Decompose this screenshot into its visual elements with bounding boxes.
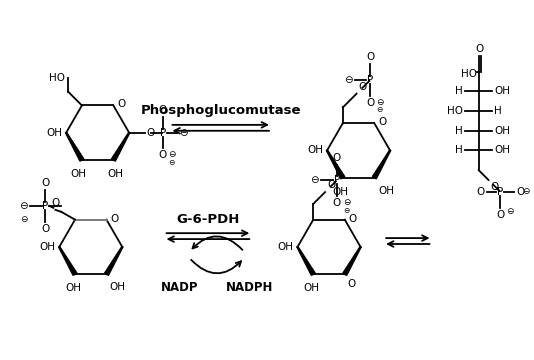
Text: OH: OH (494, 86, 511, 96)
Polygon shape (59, 247, 77, 275)
Text: O: O (378, 117, 387, 127)
Text: OH: OH (40, 242, 56, 252)
Polygon shape (105, 247, 123, 275)
Text: O: O (111, 214, 119, 224)
Polygon shape (327, 150, 345, 179)
Polygon shape (66, 132, 84, 161)
Text: O: O (516, 187, 524, 197)
Text: Phosphoglucomutase: Phosphoglucomutase (140, 104, 301, 117)
Text: O: O (333, 153, 341, 163)
Text: OH: OH (109, 282, 125, 292)
Text: O: O (159, 105, 167, 115)
Text: ⊖: ⊖ (169, 158, 175, 167)
Text: NADPH: NADPH (225, 282, 273, 294)
Text: O: O (159, 150, 167, 161)
Text: OH: OH (307, 145, 323, 156)
Text: G-6-PDH: G-6-PDH (176, 213, 240, 226)
Text: O: O (333, 198, 341, 208)
Text: NADP: NADP (161, 282, 198, 294)
Text: OH: OH (494, 126, 511, 136)
Text: HO: HO (447, 106, 463, 116)
Text: H: H (455, 126, 463, 136)
Text: ⊖: ⊖ (310, 175, 319, 185)
Text: P: P (42, 201, 49, 211)
Text: O: O (358, 82, 367, 92)
Text: P: P (367, 75, 373, 85)
Text: O: O (146, 128, 154, 138)
Text: OH: OH (46, 128, 62, 138)
Text: O: O (41, 178, 50, 188)
Text: H: H (455, 145, 463, 156)
Text: HO: HO (49, 73, 65, 83)
Text: OH: OH (65, 283, 81, 293)
Text: ⊖: ⊖ (343, 206, 349, 215)
Text: O: O (476, 44, 484, 54)
Text: ⊖: ⊖ (169, 150, 176, 159)
Text: ⊖: ⊖ (179, 128, 188, 138)
Polygon shape (297, 247, 315, 275)
Text: O: O (41, 224, 50, 234)
Text: O: O (491, 182, 499, 192)
Text: OH: OH (278, 242, 294, 252)
Text: OH: OH (107, 169, 123, 179)
Text: O: O (366, 98, 374, 108)
Text: P: P (497, 187, 504, 197)
Text: OH: OH (378, 186, 394, 195)
Text: ⊖: ⊖ (20, 215, 28, 224)
Text: ⊖: ⊖ (376, 105, 383, 114)
Text: H: H (455, 86, 463, 96)
Text: O: O (476, 187, 484, 197)
Text: OH: OH (70, 169, 86, 179)
Text: ⊖: ⊖ (522, 187, 530, 196)
Text: ⊖: ⊖ (19, 201, 28, 211)
Text: H: H (494, 106, 502, 116)
Text: ⊖: ⊖ (344, 75, 352, 85)
Text: O: O (51, 198, 59, 208)
Text: ⊖: ⊖ (506, 207, 514, 216)
Text: OH: OH (333, 186, 349, 197)
Text: OH: OH (494, 145, 511, 156)
Polygon shape (112, 132, 130, 161)
Text: ⊖: ⊖ (343, 198, 350, 207)
Text: ⊖: ⊖ (376, 98, 384, 107)
Text: O: O (349, 214, 357, 224)
Polygon shape (343, 247, 361, 275)
Text: P: P (334, 175, 340, 185)
Text: O: O (496, 210, 505, 220)
Text: OH: OH (303, 283, 319, 293)
Text: O: O (327, 180, 335, 190)
Text: O: O (117, 99, 125, 109)
Text: O: O (366, 52, 374, 62)
Text: HO: HO (461, 69, 477, 79)
Text: P: P (160, 128, 166, 138)
Text: O: O (348, 279, 356, 289)
Polygon shape (372, 150, 390, 179)
